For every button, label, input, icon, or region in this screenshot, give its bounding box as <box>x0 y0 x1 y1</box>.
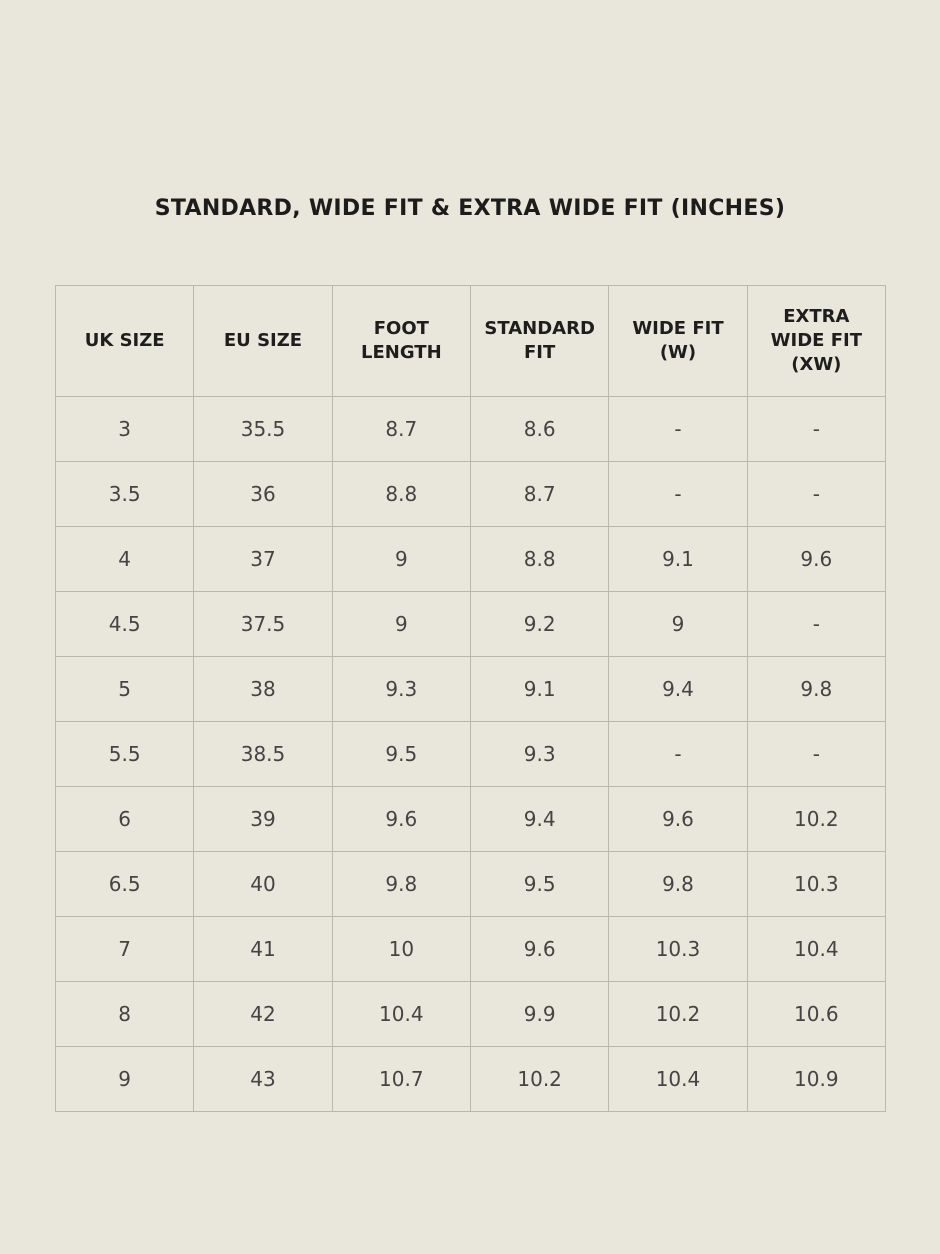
column-header-line: STANDARD <box>484 318 595 339</box>
table-cell: 10.9 <box>746 1046 887 1112</box>
table-cell: 9.3 <box>469 721 610 787</box>
table-cell: 9 <box>331 526 471 592</box>
table-cell: 8 <box>54 981 195 1047</box>
table-cell: 37 <box>193 526 333 592</box>
table-cell: - <box>608 721 748 787</box>
table-cell: 43 <box>193 1046 333 1112</box>
table-cell: 7 <box>54 916 195 982</box>
table-cell: 10.2 <box>746 786 887 852</box>
table-row: 3 35.5 8.7 8.6- - <box>54 396 887 462</box>
table-cell: - <box>746 396 887 462</box>
table-cell: 10.3 <box>608 916 748 982</box>
table-cell: - <box>608 396 748 462</box>
table-row: 4 37 9 8.8 9.1 9.6 <box>54 526 887 592</box>
table-cell: 37.5 <box>193 591 333 657</box>
table-cell: 10.2 <box>608 981 748 1047</box>
table-cell: 6.5 <box>54 851 195 917</box>
table-row: 6 39 9.6 9.4 9.6 10.2 <box>54 786 887 852</box>
table-cell: - <box>746 721 887 787</box>
table-cell: 9 <box>608 591 748 657</box>
table-row: 8 42 10.4 9.9 10.2 10.6 <box>54 981 887 1047</box>
table-cell: 9.8 <box>608 851 748 917</box>
table-cell: 10.7 <box>331 1046 471 1112</box>
table-cell: 4.5 <box>54 591 195 657</box>
table-cell: 8.7 <box>331 396 471 462</box>
column-header-line: FOOT <box>373 318 429 339</box>
table-cell: 9 <box>54 1046 195 1112</box>
column-header-line: EU SIZE <box>223 330 303 351</box>
column-header: STANDARD FIT <box>469 285 610 397</box>
header-row: UK SIZE EU SIZE FOOT LENGTH STANDARD FIT WIDE … <box>54 285 887 397</box>
table-cell: 10.6 <box>746 981 887 1047</box>
table-cell: 10.2 <box>469 1046 610 1112</box>
table-row: 7 41 10 9.6 10.3 10.4 <box>54 916 887 982</box>
table-cell: 38.5 <box>193 721 333 787</box>
table-row: 5 38 9.3 9.1 9.4 9.8 <box>54 656 887 722</box>
size-chart-table: UK SIZE EU SIZE FOOT LENGTH STANDARD FIT WIDE … <box>54 285 887 1112</box>
column-header-line: (XW) <box>791 354 842 375</box>
table-cell: 3.5 <box>54 461 195 527</box>
table-cell: 5 <box>54 656 195 722</box>
table-row: 6.5 40 9.8 9.5 9.8 10.3 <box>54 851 887 917</box>
column-header: FOOT LENGTH <box>331 285 471 397</box>
table-cell: 5.5 <box>54 721 195 787</box>
column-header: WIDE FIT (W) <box>608 285 748 397</box>
column-header-line: WIDE FIT <box>632 318 724 339</box>
table-cell: 9.3 <box>331 656 471 722</box>
table-cell: 9.6 <box>331 786 471 852</box>
column-header-line: LENGTH <box>361 342 442 363</box>
table-cell: 9.5 <box>331 721 471 787</box>
table-cell: 36 <box>193 461 333 527</box>
table-row: 4.5 37.5 9 9.2 9- <box>54 591 887 657</box>
table-cell: 41 <box>193 916 333 982</box>
table-cell: 10.4 <box>746 916 887 982</box>
column-header: UK SIZE <box>54 285 195 397</box>
table-cell: 9.8 <box>331 851 471 917</box>
table-cell: 8.8 <box>469 526 610 592</box>
column-header-line: EXTRA <box>783 306 850 327</box>
table-cell: 4 <box>54 526 195 592</box>
table-cell: 9 <box>331 591 471 657</box>
table-cell: 9.6 <box>469 916 610 982</box>
page-title: STANDARD, WIDE FIT & EXTRA WIDE FIT (INC… <box>154 196 786 221</box>
table-cell: 38 <box>193 656 333 722</box>
table-cell: 8.7 <box>469 461 610 527</box>
table-cell: 9.6 <box>746 526 887 592</box>
table-cell: 10 <box>331 916 471 982</box>
table-cell: 10.4 <box>331 981 471 1047</box>
table-cell: 40 <box>193 851 333 917</box>
table-cell: 42 <box>193 981 333 1047</box>
table-cell: 9.1 <box>469 656 610 722</box>
table-cell: 35.5 <box>193 396 333 462</box>
table-cell: 9.4 <box>469 786 610 852</box>
column-header: EXTRA WIDE FIT (XW) <box>746 285 887 397</box>
table-cell: 8.6 <box>469 396 610 462</box>
table-cell: 8.8 <box>331 461 471 527</box>
table-row: 5.5 38.5 9.5 9.3- - <box>54 721 887 787</box>
table-body: 3 35.5 8.7 8.6- -3.5 36 8.8 8.7- -4 37 9 8.8 9.1 9.6 4… <box>54 396 887 1112</box>
table-cell: 6 <box>54 786 195 852</box>
table-row: 3.5 36 8.8 8.7- - <box>54 461 887 527</box>
table-cell: - <box>746 461 887 527</box>
table-cell: 9.1 <box>608 526 748 592</box>
table-cell: 10.3 <box>746 851 887 917</box>
table-cell: 9.5 <box>469 851 610 917</box>
column-header-line: (W) <box>659 342 697 363</box>
table-row: 9 43 10.7 10.2 10.4 10.9 <box>54 1046 887 1112</box>
table-cell: 9.9 <box>469 981 610 1047</box>
column-header-line: WIDE FIT <box>770 330 862 351</box>
column-header: EU SIZE <box>193 285 333 397</box>
table-cell: 9.2 <box>469 591 610 657</box>
table-cell: 3 <box>54 396 195 462</box>
table-cell: - <box>746 591 887 657</box>
table-cell: 39 <box>193 786 333 852</box>
table-cell: 9.4 <box>608 656 748 722</box>
table-cell: 10.4 <box>608 1046 748 1112</box>
table-cell: 9.6 <box>608 786 748 852</box>
table-cell: 9.8 <box>746 656 887 722</box>
column-header-line: FIT <box>524 342 556 363</box>
table-cell: - <box>608 461 748 527</box>
column-header-line: UK SIZE <box>84 330 165 351</box>
